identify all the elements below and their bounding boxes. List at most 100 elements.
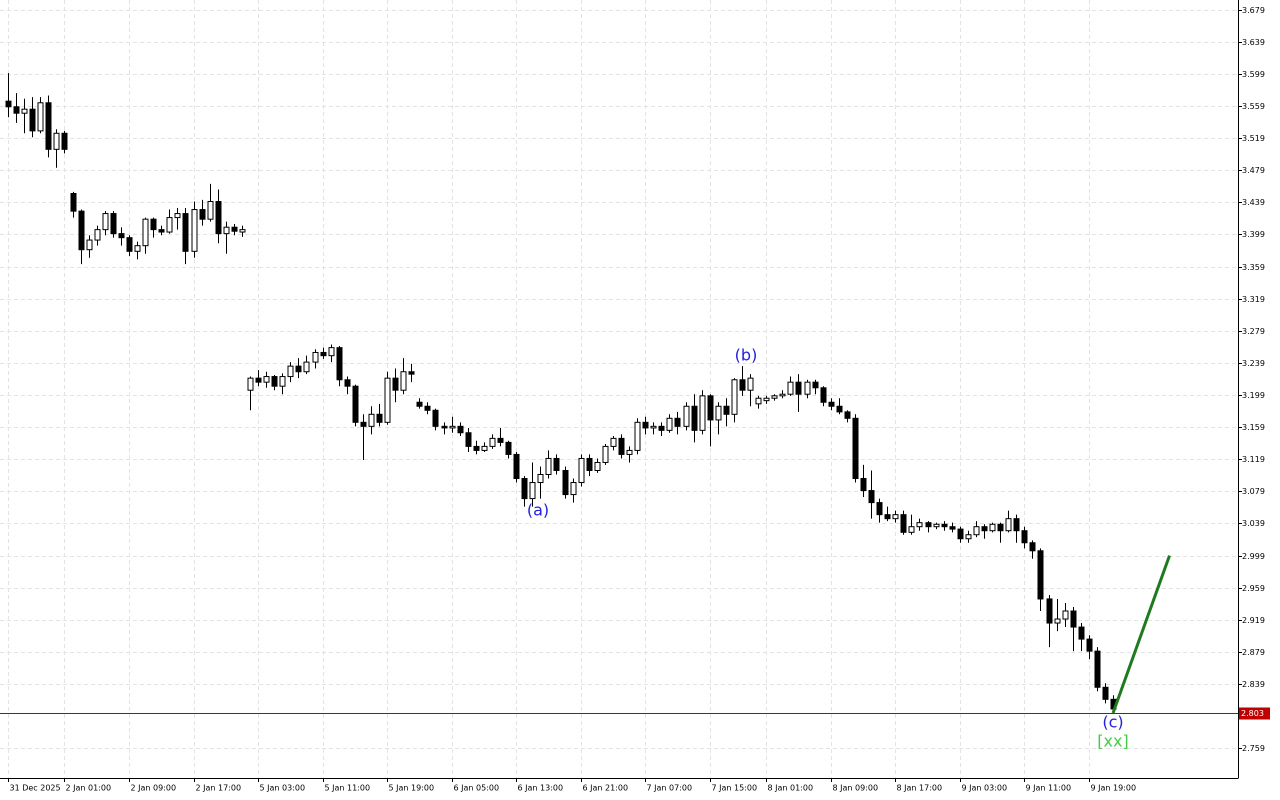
candle-body bbox=[328, 347, 335, 357]
candle-body bbox=[771, 395, 778, 399]
candle-body bbox=[1046, 598, 1053, 624]
candle-body bbox=[1037, 550, 1044, 600]
x-tick-label: 5 Jan 03:00 bbox=[260, 784, 306, 793]
candle-body bbox=[255, 377, 262, 383]
x-tick-label: 5 Jan 19:00 bbox=[389, 784, 435, 793]
candle-body bbox=[642, 421, 649, 429]
candle-body bbox=[376, 413, 383, 423]
grid bbox=[0, 0, 1238, 778]
candle-body bbox=[368, 413, 375, 427]
wave-label: (c) bbox=[1102, 713, 1123, 732]
candle-body bbox=[295, 365, 302, 373]
candle-body bbox=[537, 474, 544, 484]
candle-body bbox=[29, 108, 36, 132]
candle-body bbox=[118, 233, 125, 239]
y-tick-label: 2.999 bbox=[1242, 552, 1265, 561]
y-tick-label: 3.239 bbox=[1242, 359, 1265, 368]
y-tick-label: 3.599 bbox=[1242, 70, 1265, 79]
candle-body bbox=[852, 417, 859, 480]
y-tick-label: 3.559 bbox=[1242, 102, 1265, 111]
candle-body bbox=[174, 213, 181, 219]
candle-body bbox=[457, 425, 464, 434]
candle-body bbox=[182, 213, 189, 252]
candle-body bbox=[836, 405, 843, 413]
candle-body bbox=[1021, 530, 1028, 544]
x-tick-label: 2 Jan 09:00 bbox=[131, 784, 177, 793]
price-tag bbox=[1239, 707, 1270, 720]
candle-body bbox=[683, 405, 690, 427]
candle-body bbox=[465, 432, 472, 447]
candle-body bbox=[1078, 626, 1085, 640]
candle-body bbox=[231, 226, 238, 232]
candle-body bbox=[997, 523, 1004, 532]
candle-body bbox=[779, 393, 786, 397]
candle-body bbox=[908, 526, 915, 533]
x-tick-label: 8 Jan 09:00 bbox=[833, 784, 879, 793]
candle-body bbox=[634, 421, 641, 451]
candle-body bbox=[618, 437, 625, 455]
y-tick-label: 2.759 bbox=[1242, 744, 1265, 753]
candle-body bbox=[957, 528, 964, 540]
candle-body bbox=[755, 397, 762, 405]
candle-body bbox=[739, 379, 746, 391]
candle-body bbox=[723, 405, 730, 415]
x-tick-label: 31 Dec 2025 bbox=[10, 784, 61, 793]
y-tick-label: 3.199 bbox=[1242, 391, 1265, 400]
x-tick-label: 9 Jan 11:00 bbox=[1026, 784, 1072, 793]
wave-label: (b) bbox=[735, 346, 758, 365]
candle-body bbox=[594, 461, 601, 471]
candle-body bbox=[150, 218, 157, 231]
candle-body bbox=[45, 102, 52, 150]
candle-body bbox=[441, 425, 448, 429]
x-tick-label: 9 Jan 03:00 bbox=[962, 784, 1008, 793]
y-tick-label: 3.519 bbox=[1242, 134, 1265, 143]
candle-body bbox=[973, 526, 980, 536]
candle-body bbox=[1094, 650, 1101, 688]
candle-body bbox=[61, 132, 68, 150]
candle-body bbox=[965, 534, 972, 540]
candle-body bbox=[747, 377, 754, 391]
y-tick-label: 2.839 bbox=[1242, 680, 1265, 689]
candle-body bbox=[981, 526, 988, 532]
candle-body bbox=[352, 385, 359, 423]
candle-body bbox=[1086, 638, 1093, 652]
candle-body bbox=[715, 405, 722, 421]
candle-body bbox=[1054, 618, 1061, 624]
candle-body bbox=[812, 381, 819, 389]
candle-body bbox=[900, 514, 907, 533]
y-tick-label: 3.359 bbox=[1242, 263, 1265, 272]
candle-body bbox=[336, 347, 343, 381]
candle-body bbox=[916, 522, 923, 528]
candle-body bbox=[287, 365, 294, 378]
candle-body bbox=[279, 376, 286, 387]
candle-body bbox=[13, 106, 20, 114]
y-tick-label: 3.039 bbox=[1242, 519, 1265, 528]
candle-body bbox=[562, 469, 569, 496]
candle-body bbox=[481, 445, 488, 451]
candle-body bbox=[271, 376, 278, 387]
candle-body bbox=[505, 441, 512, 455]
candle-body bbox=[360, 421, 367, 427]
candle-body bbox=[392, 377, 399, 391]
candle-body bbox=[320, 351, 327, 357]
candle-body bbox=[432, 409, 439, 427]
wave-label: (a) bbox=[527, 501, 549, 520]
x-tick-label: 8 Jan 17:00 bbox=[897, 784, 943, 793]
y-tick-label: 3.639 bbox=[1242, 38, 1265, 47]
candle-body bbox=[142, 218, 149, 247]
candle-body bbox=[223, 226, 230, 235]
candle-body bbox=[860, 478, 867, 492]
candle-body bbox=[691, 405, 698, 431]
candle-body bbox=[263, 376, 270, 383]
candle-body bbox=[37, 102, 44, 132]
y-tick-label: 2.879 bbox=[1242, 648, 1265, 657]
candle-body bbox=[86, 239, 93, 251]
candle-body bbox=[699, 395, 706, 431]
candle-body bbox=[191, 209, 198, 252]
x-tick-label: 7 Jan 15:00 bbox=[712, 784, 758, 793]
candle-body bbox=[553, 457, 560, 471]
candle-body bbox=[1062, 610, 1069, 620]
y-tick-label: 3.679 bbox=[1242, 6, 1265, 15]
